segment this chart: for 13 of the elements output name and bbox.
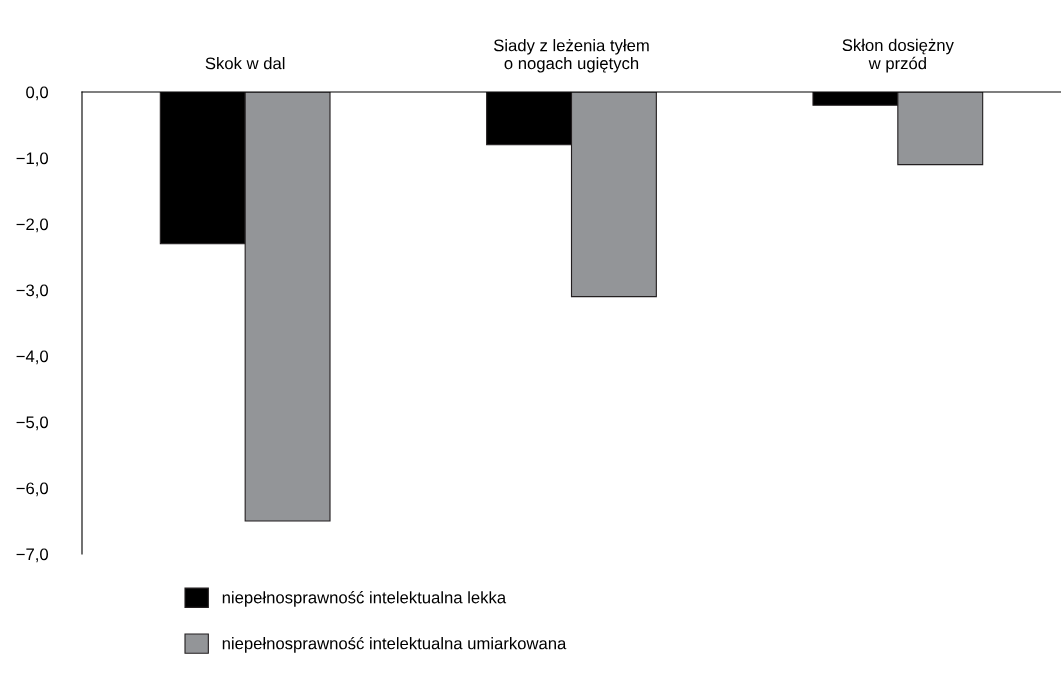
y-tick-label: −2,0 [16,218,49,233]
y-tick-label: −7,0 [16,548,49,563]
x-tick-label: Siady z leżenia tyłem o nogach ugiętych [493,39,649,73]
legend-label: niepełnosprawność intelektualna umiarkowana [222,636,567,653]
y-tick-label: 0,0 [26,86,49,101]
y-tick-label: −6,0 [16,482,49,497]
legend-label: niepełnosprawność intelektualna lekka [222,590,507,607]
x-tick-label: Skok w dal [205,57,285,70]
y-tick-label: −1,0 [16,152,49,167]
y-tick-label: −4,0 [16,350,49,365]
y-tick-label: −5,0 [16,416,49,431]
x-tick-label: Skłon dosiężny w przód [842,38,954,73]
y-tick-label: −3,0 [16,284,49,299]
